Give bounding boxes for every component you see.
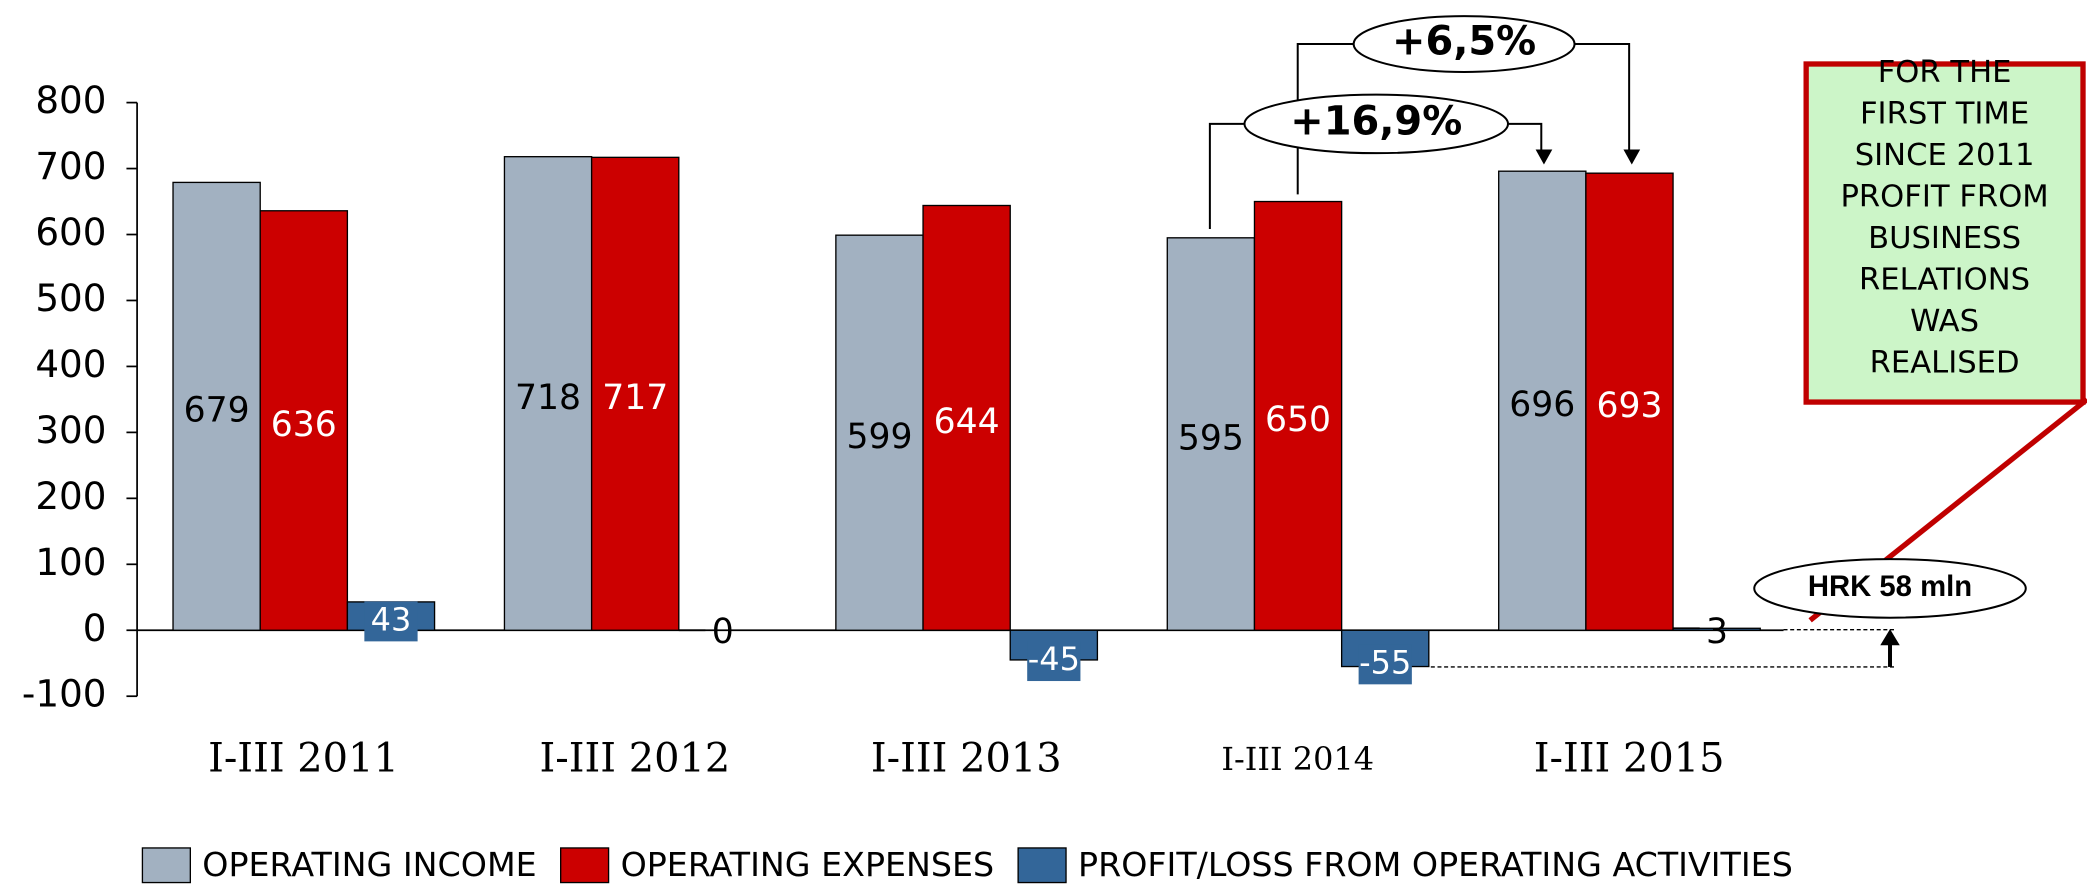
legend-label: OPERATING INCOME bbox=[202, 845, 536, 884]
bar bbox=[1672, 627, 1761, 631]
bar bbox=[590, 156, 680, 631]
x-tick-label: I-III 2015 bbox=[1534, 735, 1725, 781]
y-tick-label: 300 bbox=[35, 408, 106, 452]
value-label: 718 bbox=[515, 378, 581, 418]
value-label: -55 bbox=[1359, 643, 1411, 681]
bar bbox=[835, 234, 924, 631]
y-tick-label: 500 bbox=[35, 276, 106, 320]
badge bbox=[1753, 558, 2027, 619]
value-label-box bbox=[1027, 641, 1081, 682]
bar bbox=[922, 204, 1011, 631]
x-tick-label: I-III 2011 bbox=[208, 735, 399, 781]
value-label: 696 bbox=[1509, 385, 1575, 425]
callout-text: REALISED bbox=[1870, 346, 2020, 381]
callout-text: PROFIT FROM bbox=[1840, 179, 2048, 214]
value-label: 650 bbox=[1265, 400, 1331, 440]
value-label: 636 bbox=[271, 405, 337, 445]
legend-swatch bbox=[141, 847, 191, 884]
value-label: 3 bbox=[1706, 612, 1728, 652]
bar bbox=[1585, 172, 1674, 631]
bar bbox=[1498, 170, 1587, 631]
bar bbox=[503, 156, 593, 631]
callout-box bbox=[1803, 61, 2086, 405]
legend-swatch bbox=[560, 847, 610, 884]
value-label: 43 bbox=[371, 600, 412, 638]
bar bbox=[172, 181, 261, 631]
value-label: 595 bbox=[1178, 418, 1244, 458]
value-label: 693 bbox=[1596, 386, 1662, 426]
callout-text: FOR THE bbox=[1878, 55, 2012, 90]
x-tick-label: I-III 2013 bbox=[871, 735, 1062, 781]
legend-swatch bbox=[1017, 847, 1067, 884]
x-tick-label: I-III 2012 bbox=[539, 735, 730, 781]
value-label-box bbox=[1358, 644, 1412, 685]
value-label: 679 bbox=[184, 391, 250, 431]
callout-text: RELATIONS bbox=[1859, 262, 2030, 297]
legend-label: OPERATING EXPENSES bbox=[621, 845, 995, 884]
growth-label: +16,9% bbox=[1290, 98, 1462, 144]
callout-text: BUSINESS bbox=[1868, 221, 2021, 256]
profit-note: HRK 58 mln bbox=[1808, 570, 1972, 603]
y-tick-label: 600 bbox=[35, 210, 106, 254]
bar bbox=[1166, 237, 1256, 631]
growth-label: +6,5% bbox=[1392, 19, 1536, 65]
y-tick-label: -100 bbox=[22, 672, 107, 716]
x-tick-label: I-III 2014 bbox=[1221, 740, 1374, 778]
value-label: 717 bbox=[602, 378, 668, 418]
value-label: 644 bbox=[934, 402, 1000, 442]
y-tick-label: 200 bbox=[35, 474, 106, 518]
y-tick-label: 700 bbox=[35, 144, 106, 188]
callout-text: SINCE 2011 bbox=[1855, 138, 2035, 173]
callout-text: WAS bbox=[1910, 304, 1979, 339]
callout-text: FIRST TIME bbox=[1860, 96, 2029, 131]
y-tick-label: 0 bbox=[83, 606, 107, 650]
badge bbox=[1352, 15, 1576, 73]
value-label-box bbox=[364, 601, 418, 642]
badge bbox=[1243, 93, 1510, 155]
value-label: 599 bbox=[846, 417, 912, 457]
value-label: -45 bbox=[1028, 640, 1080, 678]
bar bbox=[1253, 200, 1343, 631]
bar bbox=[259, 210, 349, 631]
value-label: 0 bbox=[712, 612, 734, 652]
y-tick-label: 400 bbox=[35, 342, 106, 386]
y-tick-label: 100 bbox=[35, 540, 106, 584]
legend-label: PROFIT/LOSS FROM OPERATING ACTIVITIES bbox=[1078, 845, 1793, 884]
y-tick-label: 800 bbox=[35, 78, 106, 122]
